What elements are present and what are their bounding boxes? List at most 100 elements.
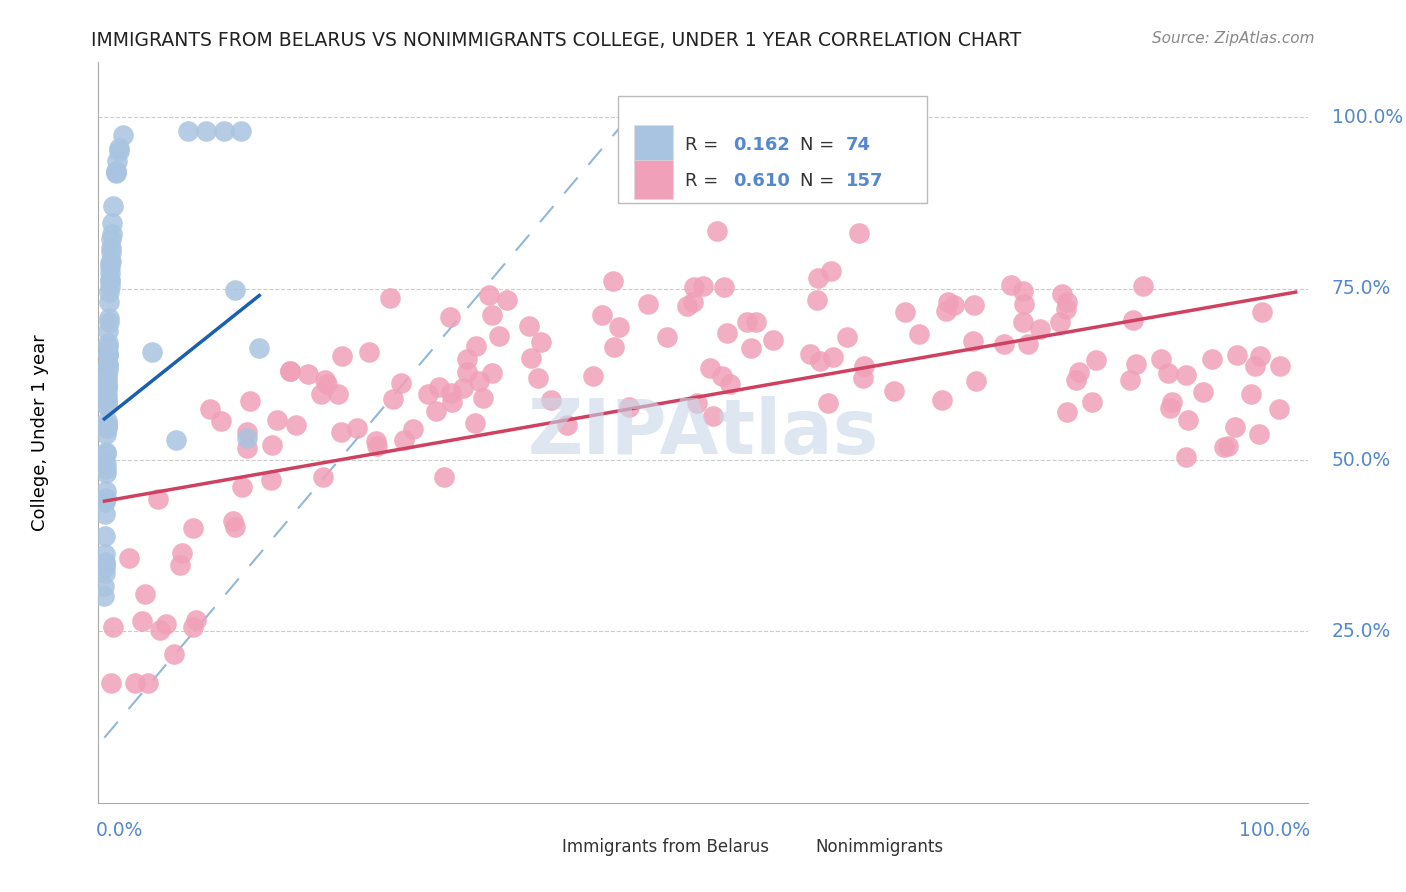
Point: [699, 361, 721, 376]
Point: [104, 164, 127, 178]
Point: [97, 362, 120, 376]
Point: [378, 291, 401, 305]
Point: [101, 216, 124, 230]
Point: [1064, 373, 1087, 387]
Point: [713, 280, 735, 294]
Point: [315, 377, 337, 392]
Point: [101, 199, 124, 213]
Point: [1223, 420, 1246, 434]
Point: [852, 359, 875, 374]
Point: [97, 358, 120, 372]
Point: [224, 520, 246, 534]
Point: [617, 400, 640, 414]
Point: [96, 394, 118, 409]
Point: [607, 319, 630, 334]
Point: [96, 399, 118, 413]
Point: [96, 418, 118, 433]
Text: IMMIGRANTS FROM BELARUS VS NONIMMIGRANTS COLLEGE, UNDER 1 YEAR CORRELATION CHART: IMMIGRANTS FROM BELARUS VS NONIMMIGRANTS…: [91, 31, 1022, 50]
Point: [962, 334, 984, 348]
Point: [93, 579, 115, 593]
Point: [309, 387, 332, 401]
Point: [314, 373, 336, 387]
Point: [136, 676, 159, 690]
Point: [169, 558, 191, 572]
Point: [682, 294, 704, 309]
Point: [1122, 312, 1144, 326]
Point: [93, 590, 115, 604]
Point: [1156, 366, 1178, 380]
Point: [472, 392, 495, 406]
Point: [481, 308, 503, 322]
Point: [98, 285, 121, 299]
Point: [346, 421, 368, 435]
Text: 75.0%: 75.0%: [1331, 279, 1391, 298]
Point: [495, 293, 517, 307]
Point: [94, 528, 117, 542]
Point: [1119, 373, 1142, 387]
Point: [1012, 315, 1035, 329]
Point: [478, 288, 501, 302]
Point: [439, 310, 461, 324]
Text: Immigrants from Belarus: Immigrants from Belarus: [561, 838, 769, 856]
Text: R =: R =: [685, 136, 724, 154]
Point: [1056, 405, 1078, 419]
Point: [706, 224, 728, 238]
Point: [965, 374, 987, 388]
Point: [231, 479, 253, 493]
Text: Source: ZipAtlas.com: Source: ZipAtlas.com: [1152, 31, 1315, 46]
Point: [94, 548, 117, 562]
Point: [97, 335, 120, 350]
Point: [97, 347, 120, 361]
Point: [98, 279, 121, 293]
Point: [97, 347, 120, 361]
Point: [94, 507, 117, 521]
Point: [799, 347, 821, 361]
Point: [312, 470, 335, 484]
Point: [1000, 277, 1022, 292]
Point: [1159, 401, 1181, 416]
Point: [98, 275, 121, 289]
Point: [456, 351, 478, 366]
Point: [908, 326, 931, 341]
Point: [97, 358, 120, 372]
FancyBboxPatch shape: [634, 161, 672, 199]
Point: [93, 566, 115, 580]
Point: [194, 124, 217, 138]
Point: [735, 315, 758, 329]
Point: [262, 438, 284, 452]
Point: [716, 326, 738, 340]
Point: [711, 369, 734, 384]
Point: [231, 124, 253, 138]
Point: [1125, 357, 1147, 371]
Point: [94, 555, 117, 569]
Point: [96, 368, 118, 383]
Point: [683, 279, 706, 293]
Point: [181, 521, 204, 535]
Point: [740, 341, 762, 355]
Point: [364, 434, 387, 448]
Point: [389, 376, 412, 390]
Point: [468, 375, 491, 389]
Point: [823, 350, 845, 364]
Point: [96, 420, 118, 434]
Point: [98, 295, 121, 310]
Point: [131, 614, 153, 628]
Point: [481, 366, 503, 380]
Point: [100, 232, 122, 246]
Point: [1268, 359, 1291, 373]
Point: [96, 380, 118, 394]
Point: [451, 381, 474, 395]
Point: [100, 253, 122, 268]
Point: [107, 144, 129, 158]
Point: [96, 373, 118, 387]
Point: [94, 491, 117, 506]
Point: [425, 403, 447, 417]
Point: [212, 124, 235, 138]
FancyBboxPatch shape: [779, 833, 811, 862]
Point: [835, 330, 858, 344]
Point: [810, 354, 832, 368]
Point: [222, 514, 245, 528]
Point: [239, 394, 262, 409]
FancyBboxPatch shape: [634, 125, 672, 163]
Point: [98, 273, 121, 287]
